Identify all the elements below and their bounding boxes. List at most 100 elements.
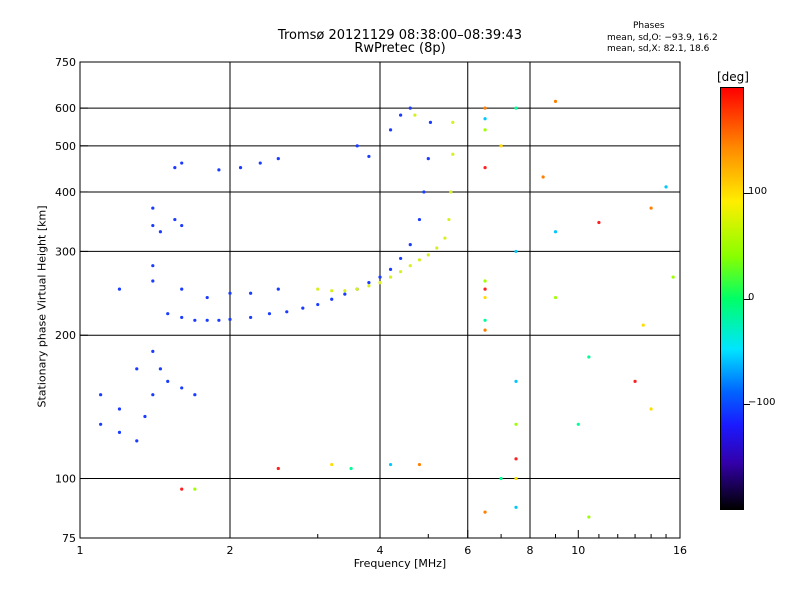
y-tick-label: 500: [55, 140, 76, 153]
echo-point: [541, 175, 545, 179]
colorbar-tick-label: 0: [748, 291, 755, 303]
echo-point: [135, 439, 139, 443]
y-tick-label: 75: [62, 532, 76, 545]
echo-point: [483, 510, 487, 514]
o-mode-stats: mean, sd,O: −93.9, 16.2: [607, 33, 718, 43]
echo-point: [449, 190, 453, 194]
echo-point: [166, 379, 170, 383]
echo-point: [173, 217, 177, 222]
echo-point: [388, 462, 393, 467]
echo-point: [217, 318, 221, 322]
echo-point: [514, 422, 518, 426]
echo-point: [408, 243, 412, 247]
y-tick-label: 100: [55, 473, 76, 486]
echo-point: [417, 462, 422, 467]
echo-point: [151, 393, 155, 397]
echo-point: [193, 393, 197, 397]
echo-point: [378, 280, 382, 285]
echo-point: [483, 287, 487, 291]
echo-point: [276, 287, 280, 291]
echo-point: [587, 515, 591, 519]
phase-colorbar: [720, 87, 744, 510]
echo-point: [276, 466, 280, 471]
echo-point: [483, 106, 487, 110]
y-tick-label: 750: [55, 56, 76, 69]
echo-point: [443, 236, 447, 240]
echo-point: [330, 289, 334, 293]
x-tick-label: 4: [377, 544, 384, 557]
echo-point: [514, 379, 518, 383]
colorbar-tick-label: 100: [748, 185, 768, 197]
echo-point: [316, 287, 320, 291]
echo-point: [180, 315, 184, 320]
echo-point: [249, 291, 253, 295]
y-tick-label: 200: [55, 329, 76, 342]
echo-point: [151, 223, 155, 228]
echo-point: [399, 256, 403, 261]
echo-point: [408, 264, 412, 268]
echo-point: [553, 99, 558, 103]
y-tick-label: 300: [55, 245, 76, 258]
echo-point: [422, 190, 426, 194]
echo-point: [483, 128, 487, 132]
plot-grid: [80, 62, 680, 538]
echo-point: [388, 267, 393, 272]
echo-point: [447, 217, 451, 222]
echo-point: [135, 367, 139, 371]
echo-point: [330, 297, 334, 301]
echo-point: [641, 323, 645, 327]
echo-point: [367, 284, 371, 288]
echo-point: [99, 393, 103, 397]
echo-point: [451, 120, 455, 124]
colorbar-unit-label: [deg]: [717, 70, 749, 84]
echo-point: [180, 161, 184, 165]
echo-point: [117, 430, 122, 434]
echo-point: [576, 422, 580, 426]
echo-point: [151, 279, 155, 283]
y-tick-label: 400: [55, 186, 76, 199]
echo-point: [664, 185, 668, 189]
chart-title: Tromsø 20121129 08:38:00–08:39:43: [277, 28, 523, 43]
echo-point: [193, 487, 197, 491]
echo-point: [158, 367, 163, 371]
echo-point: [343, 292, 347, 296]
echo-point: [343, 289, 347, 293]
colorbar-tick: [744, 192, 750, 194]
echo-point: [417, 258, 422, 262]
echo-point: [228, 291, 232, 295]
echo-point: [553, 295, 558, 300]
echo-point: [158, 230, 163, 234]
echo-point: [173, 166, 177, 170]
colorbar-tick-label: −100: [748, 397, 776, 409]
x-axis-label: Frequency [MHz]: [353, 557, 447, 570]
echo-point: [483, 328, 487, 332]
echo-point: [166, 312, 170, 316]
echo-point: [367, 280, 371, 285]
echo-point: [514, 476, 518, 481]
echo-point: [205, 295, 209, 300]
echo-point: [399, 270, 403, 274]
echo-point: [349, 466, 353, 471]
echo-point: [413, 113, 417, 117]
echo-point: [417, 217, 422, 222]
echo-point: [301, 306, 305, 310]
plot-axes: 1 2 4 6 8 10 16 75 100 200 300 400 500 600 750: [55, 56, 687, 557]
echo-point: [378, 275, 382, 279]
echo-point: [151, 349, 155, 353]
x-tick-label: 16: [673, 544, 687, 557]
echo-point: [180, 487, 184, 491]
x-tick-label: 1: [77, 544, 84, 557]
echo-point: [355, 287, 359, 291]
echo-point: [355, 144, 359, 148]
echo-point: [451, 152, 455, 156]
colorbar-tick: [744, 404, 750, 406]
y-tick-label: 600: [55, 102, 76, 115]
x-tick-label: 10: [571, 544, 585, 557]
echo-point: [180, 223, 184, 228]
y-axis-label: Stationary phase Virtual Height [km]: [35, 205, 49, 408]
echo-point: [514, 106, 518, 110]
echo-point: [514, 249, 518, 254]
echo-point: [499, 144, 503, 148]
echo-point: [553, 230, 558, 234]
